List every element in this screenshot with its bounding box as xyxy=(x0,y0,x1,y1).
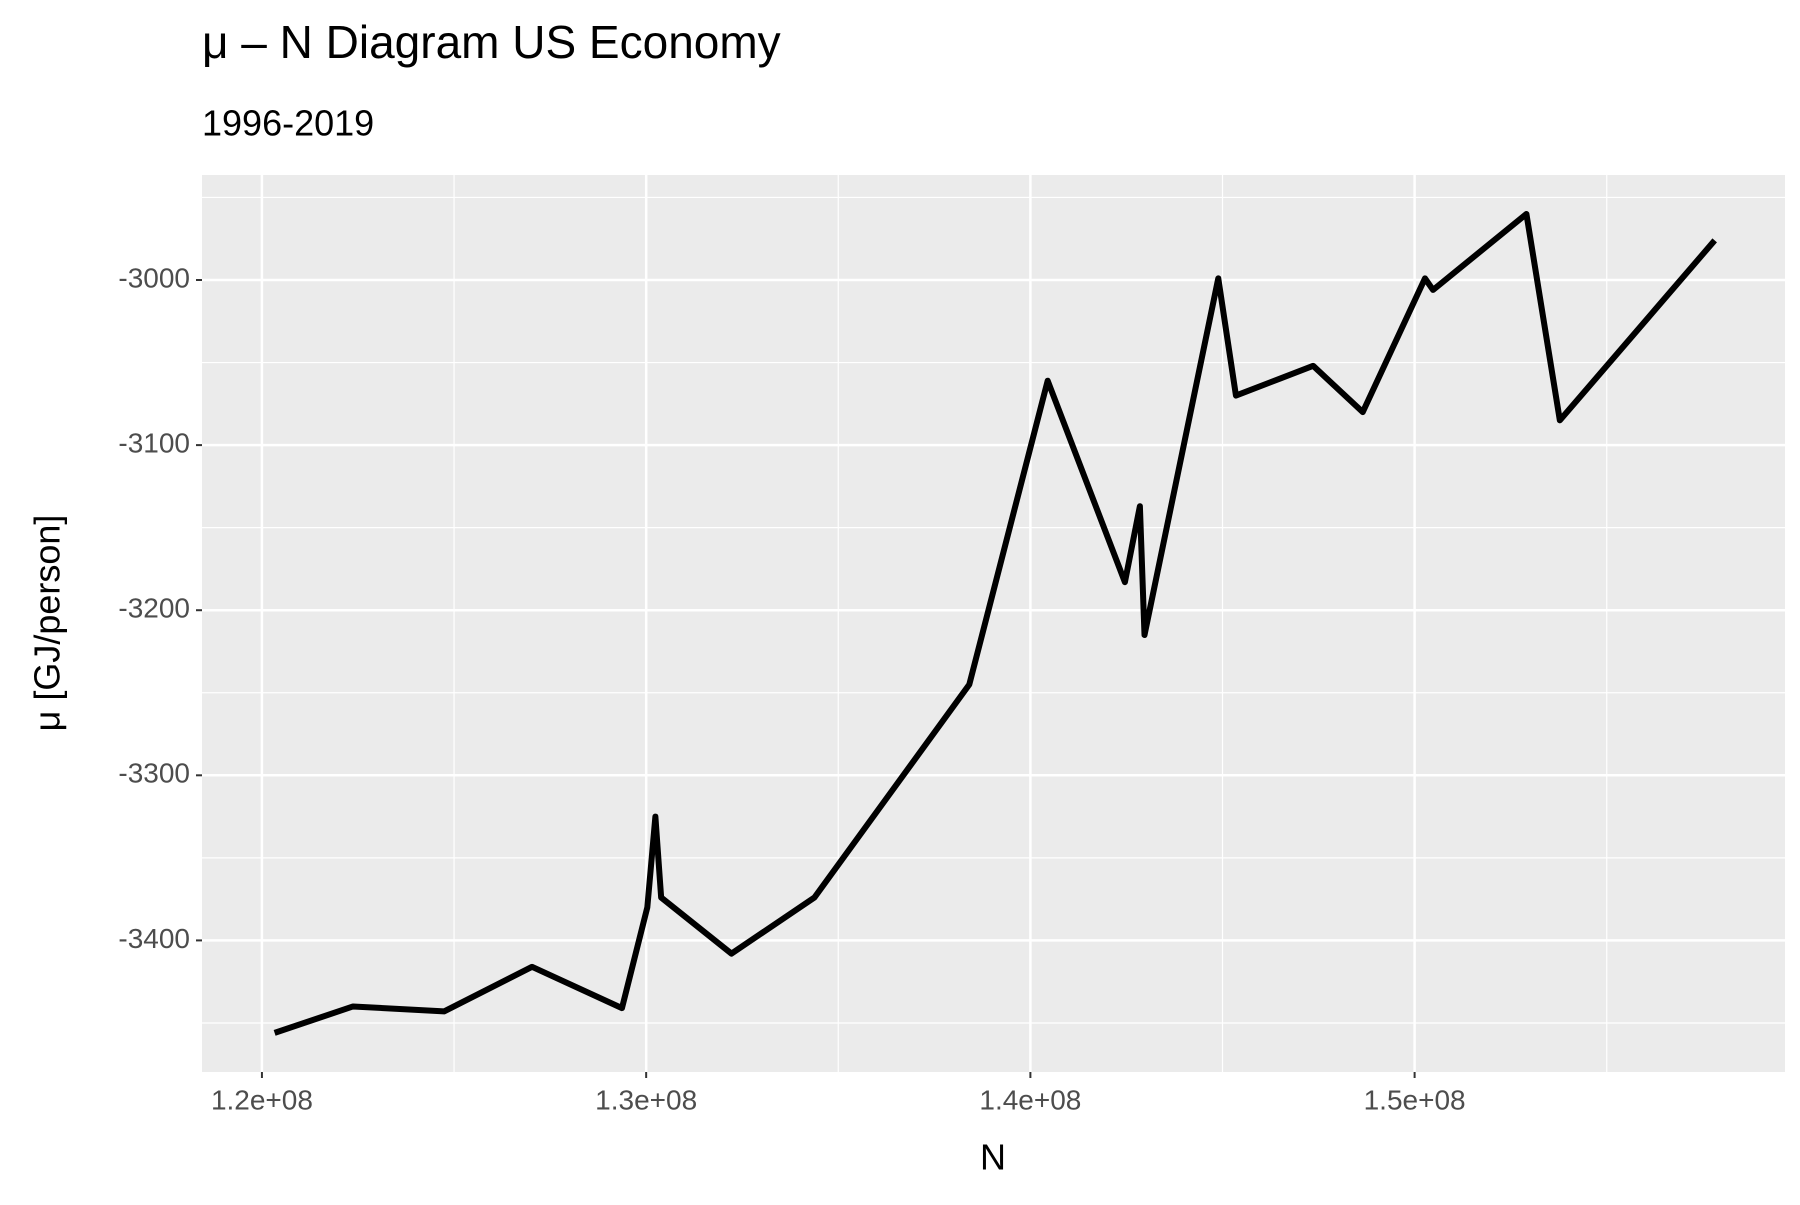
panel-background xyxy=(202,175,1785,1072)
x-tick-label: 1.2e+08 xyxy=(211,1084,313,1115)
chart-subtitle: 1996-2019 xyxy=(202,103,374,144)
y-axis-title: μ [GJ/person] xyxy=(27,515,68,732)
x-tick-label: 1.5e+08 xyxy=(1364,1084,1466,1115)
y-tick-label: -3000 xyxy=(118,262,190,293)
x-axis-title: N xyxy=(980,1137,1006,1178)
y-tick-label: -3100 xyxy=(118,427,190,458)
chart-title: μ – N Diagram US Economy xyxy=(202,16,781,68)
y-tick-label: -3300 xyxy=(118,758,190,789)
x-tick-label: 1.3e+08 xyxy=(595,1084,697,1115)
data-line xyxy=(273,210,1717,1036)
y-tick-label: -3200 xyxy=(118,593,190,624)
x-tick-label: 1.4e+08 xyxy=(979,1084,1081,1115)
y-tick-label: -3400 xyxy=(118,923,190,954)
